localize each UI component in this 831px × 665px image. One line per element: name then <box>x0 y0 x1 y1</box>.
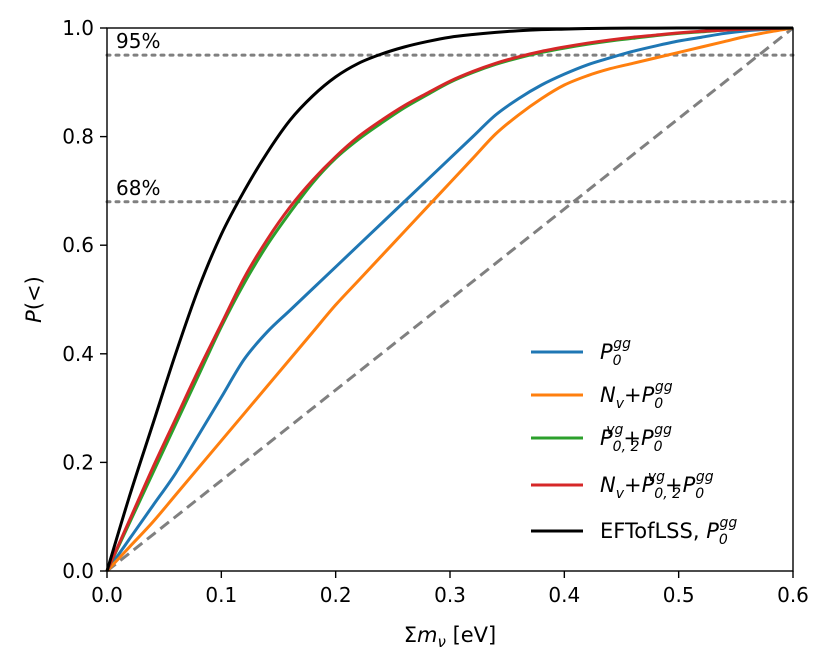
axis-ticks: 0.0 0.1 0.2 0.3 0.4 0.5 0.6 0.0 0.2 0.4 0.6 0.8 1.0 <box>62 16 809 607</box>
x-axis-title: Σmν [eV] <box>404 623 497 651</box>
series-line-2 <box>105 26 794 573</box>
legend-label-5: EFTofLSS, P0gg <box>600 515 737 548</box>
x-tick-label: 0.4 <box>548 583 580 607</box>
reference-label-68pct: 68% <box>116 176 160 200</box>
reference-label-95pct: 95% <box>116 29 160 53</box>
x-tick-label: 0.3 <box>434 583 466 607</box>
reference-layer: 95% 68% <box>105 26 795 573</box>
y-tick-label: 0.6 <box>62 233 94 257</box>
legend: P0gg Nv+P0gg P0, 2vg+P0gg Nv+P0, 2vg+P0gg EF… <box>531 336 737 548</box>
x-tick-label: 0.6 <box>777 583 809 607</box>
series-line-1 <box>105 26 794 572</box>
legend-label-2: Nv+P0gg <box>600 379 673 412</box>
y-tick-label: 0.2 <box>62 450 94 474</box>
series-line-4 <box>105 26 794 572</box>
x-tick-label: 0.2 <box>320 583 352 607</box>
legend-label-3: P0, 2vg+P0gg <box>600 422 672 455</box>
y-axis-title: P(<) <box>22 276 46 323</box>
y-tick-label: 0.0 <box>62 559 94 583</box>
x-tick-label: 0.1 <box>205 583 237 607</box>
x-tick-label: 0.5 <box>663 583 695 607</box>
legend-label-4: Nv+P0, 2vg+P0gg <box>600 469 714 502</box>
y-tick-label: 1.0 <box>62 16 94 40</box>
legend-label-1: P0gg <box>600 336 631 369</box>
y-tick-label: 0.4 <box>62 342 94 366</box>
y-tick-label: 0.8 <box>62 125 94 149</box>
x-tick-label: 0.0 <box>91 583 123 607</box>
diagonal-line <box>106 26 794 573</box>
